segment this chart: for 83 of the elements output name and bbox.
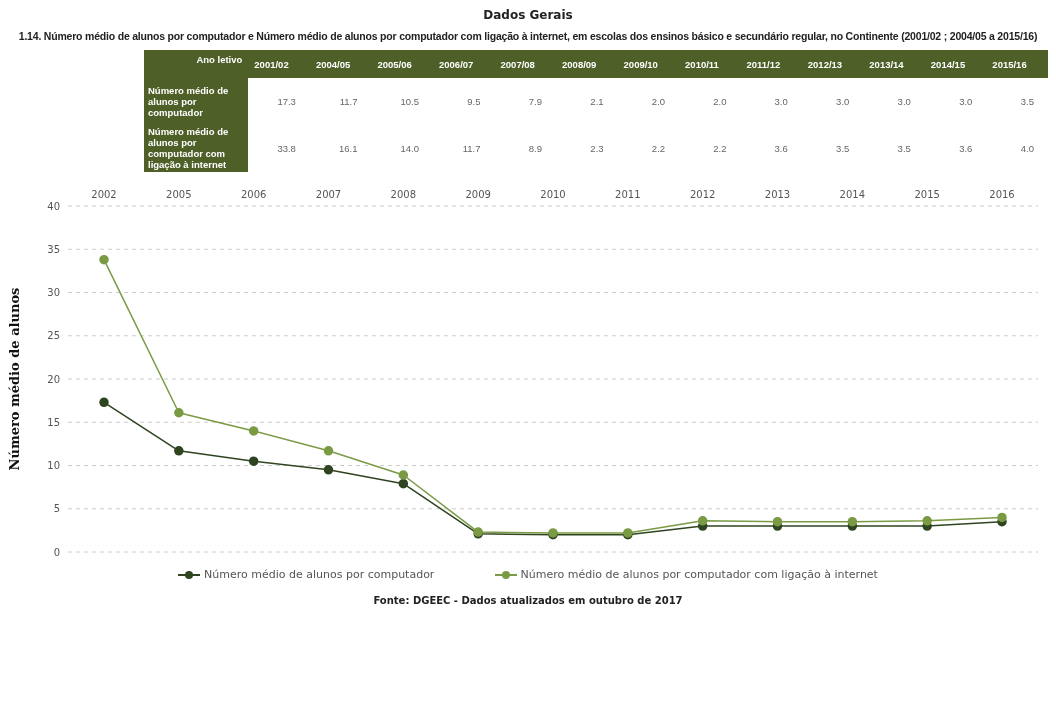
x-tick-label: 2005	[166, 189, 192, 200]
data-label: 7.9	[527, 94, 544, 109]
data-label: 16.1	[337, 141, 359, 156]
x-tick-label: 2004/05	[314, 57, 352, 72]
data-label: 2.2	[650, 141, 667, 156]
point	[398, 470, 409, 480]
x-tick-label: 2009	[465, 189, 491, 200]
x-tick-label: 2007/08	[499, 57, 536, 72]
y-tick-label: 40	[47, 200, 60, 212]
x-axis-title: Ano letivo	[195, 53, 244, 67]
data-label: 3.5	[896, 141, 912, 156]
x-tick-label: 2006/07	[438, 57, 475, 72]
x-tick-label: 2010	[540, 189, 566, 200]
chart-subtitle: 1.14. Número médio de alunos por computador e Número médio de alunos por computador com ligação à internet, em escolas dos ensinos básico e secundário regular, no Continente (2001/02 ; 2004/05 a 2015/16)	[17, 30, 1039, 42]
x-tick-label: 2012/13	[806, 57, 844, 72]
y-tick-label: 5	[53, 503, 60, 515]
data-label: 2.3	[589, 141, 605, 156]
y-tick-label: 10	[47, 460, 60, 472]
x-tick-label: 2014	[839, 189, 866, 200]
data-label: 11.7	[461, 141, 482, 156]
x-tick-label: 2005/06	[376, 57, 413, 72]
source-note: Fonte: DGEEC - Dados atualizados em outubro de 2017	[372, 595, 684, 606]
data-label: 2.1	[589, 94, 605, 109]
data-label: 3.0	[896, 94, 912, 109]
data-label: 10.5	[399, 94, 420, 109]
y-axis-title: Número médio de alunos	[6, 287, 22, 471]
data-label: 2.2	[712, 141, 728, 156]
point	[697, 516, 708, 526]
data-label: 14.0	[399, 141, 420, 156]
point	[248, 426, 259, 436]
x-tick-label: 2009/10	[622, 57, 659, 72]
data-label: 8.9	[527, 141, 544, 156]
data-label: 2.0	[712, 94, 728, 109]
point	[847, 516, 858, 527]
x-tick-label: 2015/16	[991, 57, 1028, 72]
y-tick-label: 15	[47, 416, 60, 428]
x-tick-label: 2013/14	[868, 57, 905, 72]
x-tick-label: 2011/12	[745, 57, 782, 72]
y-tick-label: 25	[47, 330, 60, 342]
point	[398, 478, 409, 489]
x-tick-label: 2016	[989, 189, 1015, 200]
data-label: 3.6	[958, 141, 974, 156]
point	[323, 465, 334, 475]
x-tick-label: 2015	[914, 189, 940, 200]
data-label: 3.0	[958, 94, 974, 109]
point	[323, 446, 334, 456]
x-tick-label: 2013	[764, 189, 791, 200]
y-tick-label: 0	[53, 546, 60, 558]
y-tick-label: 30	[47, 287, 60, 299]
x-tick-label: 2011	[615, 189, 641, 200]
legend-label: Número médio de alunos por computador	[204, 568, 435, 581]
x-tick-label: 2008	[390, 189, 417, 200]
x-tick-label: 2007	[315, 189, 342, 200]
y-tick-label: 20	[47, 373, 60, 385]
x-tick-label: 2002	[91, 189, 117, 200]
point	[772, 516, 783, 527]
point	[99, 397, 109, 408]
data-label: 4.0	[1019, 141, 1035, 156]
point	[248, 456, 259, 466]
data-label: 17.3	[276, 94, 297, 109]
legend-label: Número médio de alunos por computador com ligação à internet	[520, 568, 878, 581]
chart-title: Dados Gerais	[482, 8, 574, 22]
y-tick-label: 35	[47, 243, 60, 255]
point	[997, 512, 1007, 523]
x-tick-label: 2008/09	[561, 57, 598, 72]
data-label: 11.7	[338, 94, 359, 109]
point	[99, 254, 109, 265]
data-label: 3.5	[835, 141, 851, 156]
data-label: 33.8	[276, 141, 297, 156]
x-tick-label: 2010/11	[684, 57, 720, 72]
x-tick-label: 2014/15	[929, 57, 967, 72]
x-tick-label: 2001/02	[253, 57, 290, 72]
data-label: 2.0	[650, 94, 667, 109]
data-label: 9.5	[466, 94, 482, 109]
point	[174, 407, 184, 418]
data-label: 3.5	[1019, 94, 1035, 109]
x-tick-label: 2012	[689, 189, 716, 200]
point	[922, 516, 932, 526]
point	[174, 446, 184, 456]
x-tick-label: 2006	[240, 189, 267, 200]
data-label: 3.6	[773, 141, 789, 156]
data-label: 3.0	[773, 94, 789, 109]
data-label: 3.0	[835, 94, 851, 109]
